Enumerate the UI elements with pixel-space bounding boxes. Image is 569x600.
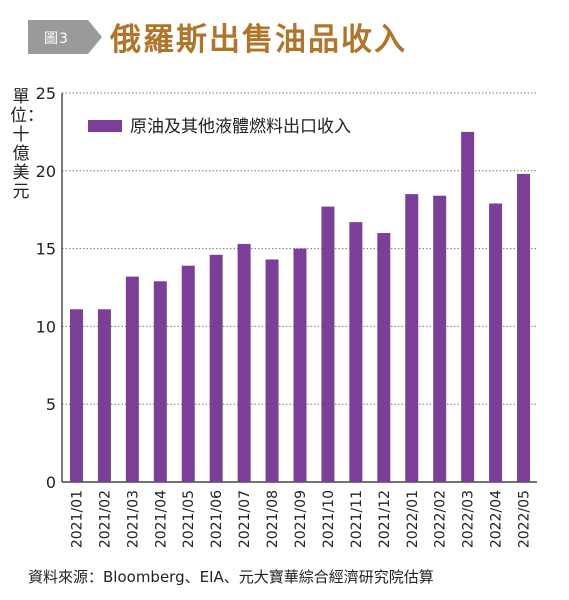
bar	[69, 309, 83, 482]
x-tick-label: 2022/04	[489, 490, 505, 548]
x-tick-label: 2021/02	[97, 490, 113, 548]
x-tick-label: 2021/10	[321, 490, 337, 548]
bar	[265, 259, 279, 482]
x-tick-label: 2021/03	[125, 490, 141, 548]
x-tick-label: 2021/04	[153, 490, 169, 548]
chart-title: 俄羅斯出售油品收入	[110, 22, 407, 58]
bar	[181, 265, 195, 482]
y-tick-label: 5	[46, 395, 56, 414]
x-tick-label: 2022/03	[461, 490, 477, 548]
bar	[153, 281, 167, 482]
x-tick-label: 2021/08	[265, 490, 281, 548]
x-tick-label: 2022/02	[433, 490, 449, 548]
bar	[293, 248, 307, 482]
x-tick-label: 2022/05	[517, 490, 533, 548]
bar	[125, 276, 139, 482]
bar	[349, 222, 363, 482]
figure-badge: 圖3	[44, 31, 69, 47]
bar	[517, 173, 531, 483]
bar	[209, 254, 223, 482]
x-tick-label: 2022/01	[405, 490, 421, 548]
x-tick-label: 2021/09	[293, 490, 309, 548]
legend-label: 原油及其他液體燃料出口收入	[130, 117, 351, 137]
bar	[97, 309, 111, 482]
y-tick-label: 25	[36, 84, 56, 103]
x-tick-label: 2021/12	[377, 490, 393, 548]
x-tick-label: 2021/06	[209, 490, 225, 548]
y-tick-label: 10	[36, 317, 56, 336]
bar	[461, 131, 475, 482]
figure-badge-shape	[28, 20, 102, 54]
x-tick-label: 2021/07	[237, 490, 253, 548]
bar	[405, 194, 419, 482]
bar	[237, 243, 251, 482]
y-tick-label: 15	[36, 240, 56, 259]
bar	[489, 203, 503, 482]
legend-swatch	[88, 120, 122, 132]
y-tick-label: 20	[36, 162, 56, 181]
source-note: 資料來源：Bloomberg、EIA、元大寶華綜合經濟研究院估算	[28, 568, 434, 586]
bar	[321, 206, 335, 482]
x-tick-label: 2021/11	[349, 490, 365, 548]
bar	[377, 233, 391, 482]
bar	[433, 195, 447, 483]
x-tick-label: 2021/05	[181, 490, 197, 548]
x-tick-label: 2021/01	[69, 490, 85, 548]
y-tick-label: 0	[46, 473, 56, 492]
